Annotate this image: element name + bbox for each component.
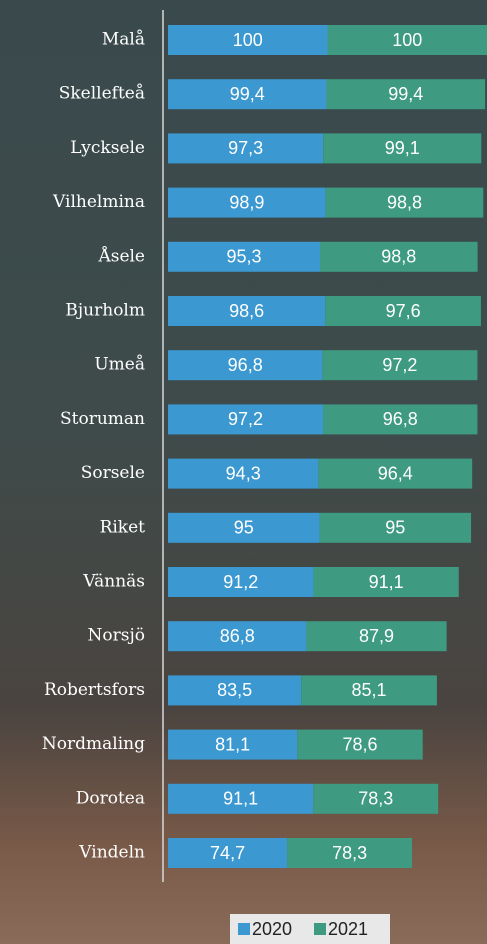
value-label: 98,8 <box>387 192 422 212</box>
category-label: Dorotea <box>76 788 145 808</box>
value-label: 78,6 <box>343 734 378 754</box>
value-label: 95 <box>385 518 405 538</box>
legend-swatch <box>314 923 326 935</box>
value-label: 96,8 <box>228 355 263 375</box>
value-label: 97,6 <box>386 301 421 321</box>
legend-label: 2020 <box>252 919 292 939</box>
value-label: 100 <box>233 30 263 50</box>
category-label: Norsjö <box>88 626 145 646</box>
category-label: Sorsele <box>81 463 145 483</box>
value-label: 83,5 <box>217 680 252 700</box>
category-label: Umeå <box>94 355 145 375</box>
category-label: Vindeln <box>78 843 145 863</box>
value-label: 91,2 <box>223 572 258 592</box>
category-label: Åsele <box>97 245 145 266</box>
value-label: 86,8 <box>220 626 255 646</box>
category-label: Vännäs <box>82 572 145 592</box>
value-label: 74,7 <box>210 843 245 863</box>
value-label: 98,9 <box>229 192 264 212</box>
value-label: 98,6 <box>229 301 264 321</box>
value-label: 96,8 <box>383 409 418 429</box>
value-label: 87,9 <box>359 626 394 646</box>
value-label: 95,3 <box>226 247 261 267</box>
value-label: 99,4 <box>230 84 265 104</box>
category-label: Riket <box>100 517 146 537</box>
category-label: Malå <box>102 30 145 50</box>
category-label: Lycksele <box>70 138 145 158</box>
value-label: 81,1 <box>215 734 250 754</box>
category-label: Skellefteå <box>59 84 145 104</box>
legend-swatch <box>238 923 250 935</box>
chart: Malå 100 100 Skellefteå 99,4 99,4 Lycksele 97,3… <box>0 0 487 944</box>
value-label: 96,4 <box>378 463 413 483</box>
category-label: Nordmaling <box>42 734 145 754</box>
value-label: 85,1 <box>352 680 387 700</box>
category-label: Robertsfors <box>44 680 145 700</box>
value-label: 98,8 <box>381 247 416 267</box>
category-label: Bjurholm <box>65 301 145 321</box>
legend-label: 2021 <box>328 919 368 939</box>
value-label: 95 <box>234 518 254 538</box>
value-label: 97,3 <box>228 138 263 158</box>
value-label: 97,2 <box>382 355 417 375</box>
value-label: 91,1 <box>369 572 404 592</box>
value-label: 94,3 <box>226 463 261 483</box>
value-label: 78,3 <box>332 843 367 863</box>
category-label: Storuman <box>60 409 145 429</box>
value-label: 78,3 <box>358 789 393 809</box>
value-label: 97,2 <box>228 409 263 429</box>
value-label: 100 <box>392 30 422 50</box>
value-label: 91,1 <box>223 789 258 809</box>
value-label: 99,4 <box>388 84 423 104</box>
category-label: Vilhelmina <box>52 192 145 212</box>
value-label: 99,1 <box>385 138 420 158</box>
